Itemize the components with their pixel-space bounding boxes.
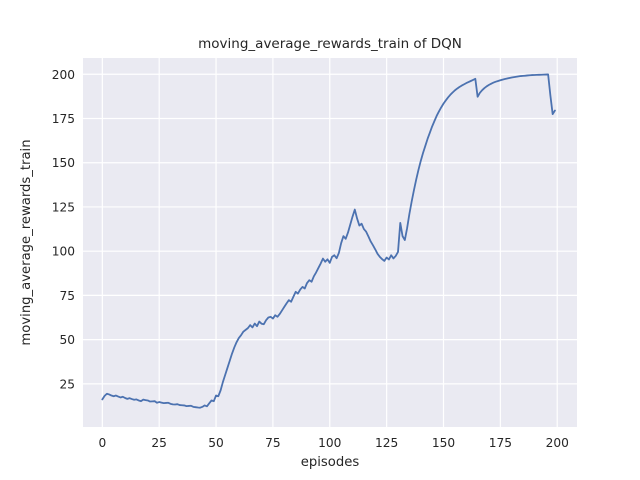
chart-title: moving_average_rewards_train of DQN bbox=[198, 36, 462, 52]
x-axis-label: episodes bbox=[301, 455, 360, 470]
y-axis-label: moving_average_rewards_train bbox=[19, 139, 34, 345]
x-tick-label: 200 bbox=[546, 436, 569, 450]
y-tick-label: 200 bbox=[52, 68, 75, 82]
y-tick-label: 50 bbox=[59, 333, 75, 347]
x-tick-label: 100 bbox=[318, 436, 341, 450]
x-tick-label: 125 bbox=[375, 436, 398, 450]
data-line bbox=[101, 73, 556, 409]
x-tick-label: 25 bbox=[151, 436, 167, 450]
x-axis-tick-labels: 0 25 50 75 100 125 150 175 200 bbox=[98, 436, 568, 450]
y-tick-label: 150 bbox=[52, 156, 75, 170]
y-tick-label: 75 bbox=[59, 289, 75, 303]
y-tick-label: 125 bbox=[52, 200, 75, 214]
grid-lines bbox=[83, 58, 577, 427]
y-tick-label: 175 bbox=[52, 112, 75, 126]
x-tick-label: 150 bbox=[432, 436, 455, 450]
x-tick-label: 75 bbox=[265, 436, 281, 450]
x-tick-label: 0 bbox=[98, 436, 106, 450]
y-axis-tick-labels: 25 50 75 100 125 150 175 200 bbox=[52, 68, 75, 392]
x-tick-label: 50 bbox=[208, 436, 224, 450]
y-tick-label: 100 bbox=[52, 245, 75, 259]
y-tick-label: 25 bbox=[59, 377, 75, 391]
x-tick-label: 175 bbox=[489, 436, 512, 450]
